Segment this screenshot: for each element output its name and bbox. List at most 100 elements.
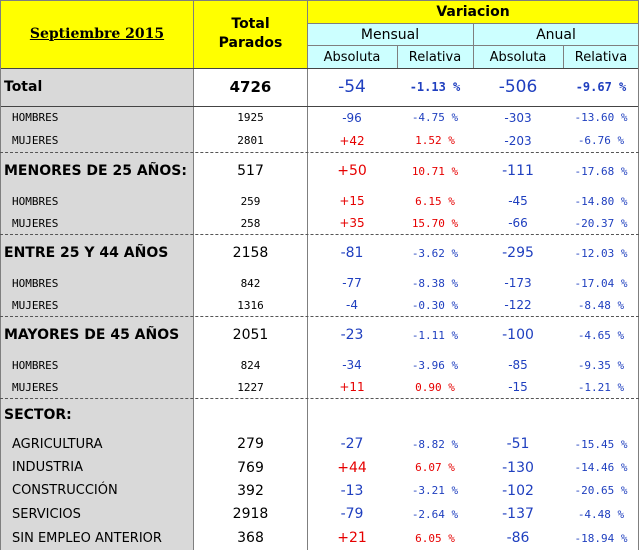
cell-a-rel: -17.04 %	[563, 272, 639, 294]
row-label-text: HOMBRES	[12, 358, 59, 372]
cell-value: -66	[508, 216, 528, 230]
cell-value: 6.05 %	[415, 531, 455, 545]
grid-line	[0, 0, 1, 550]
row-label: HOMBRES	[0, 272, 193, 294]
cell-value: -14.80 %	[574, 194, 628, 208]
row-label: MUJERES	[0, 212, 193, 234]
anual-absoluta-header: Absoluta	[473, 46, 563, 68]
cell-value: -20.65 %	[574, 484, 628, 497]
cell-parados: 769	[194, 456, 307, 479]
row-label: SECTOR:	[0, 398, 193, 432]
cell-value: 2801	[237, 134, 264, 147]
cell-m-abs: -96	[307, 106, 397, 129]
cell-m-rel: 10.71 %	[397, 152, 473, 190]
cell-value: 1.52 %	[415, 134, 455, 147]
cell-parados: 842	[194, 272, 307, 294]
cell-value: -13	[340, 482, 364, 499]
cell-m-rel	[397, 398, 473, 432]
cell-value: -14.46 %	[574, 461, 628, 474]
cell-m-rel: 6.05 %	[397, 526, 473, 550]
cell-value: -2.64 %	[411, 507, 459, 521]
cell-a-rel: -18.94 %	[563, 526, 639, 550]
row-label: MUJERES	[0, 129, 193, 152]
cell-value: 6.07 %	[415, 461, 455, 474]
total-parados-line1: Total	[231, 16, 270, 32]
cell-parados: 2158	[194, 234, 307, 272]
cell-parados: 517	[194, 152, 307, 190]
cell-value: -54	[338, 77, 366, 97]
cell-value: -51	[506, 436, 530, 452]
cell-a-abs: -15	[473, 376, 563, 398]
row-label: HOMBRES	[0, 354, 193, 376]
total-bottom-line	[0, 106, 639, 107]
cell-value: 4726	[229, 78, 272, 96]
cell-m-abs: +44	[307, 456, 397, 479]
group-separator	[0, 234, 639, 235]
cell-m-rel: 0.90 %	[397, 376, 473, 398]
cell-value: 842	[240, 276, 261, 290]
cell-parados: 279	[194, 432, 307, 456]
row-label-text: MAYORES DE 45 AÑOS	[4, 327, 180, 343]
period-label: Septiembre 2015	[29, 26, 165, 42]
cell-m-rel: -3.21 %	[397, 479, 473, 502]
cell-a-abs	[473, 398, 563, 432]
cell-m-rel: -4.75 %	[397, 106, 473, 129]
cell-value: -15.45 %	[574, 437, 628, 451]
row-label: INDUSTRIA	[0, 456, 193, 479]
cell-a-rel: -14.80 %	[563, 190, 639, 212]
row-label-text: AGRICULTURA	[12, 436, 103, 452]
cell-m-rel: 6.15 %	[397, 190, 473, 212]
row-label-text: SIN EMPLEO ANTERIOR	[12, 530, 162, 546]
cell-a-rel: -9.35 %	[563, 354, 639, 376]
cell-m-rel: -8.38 %	[397, 272, 473, 294]
cell-value: -295	[502, 245, 534, 261]
row-label-text: MUJERES	[12, 134, 59, 147]
cell-value: 368	[237, 530, 264, 546]
cell-value: -8.38 %	[411, 276, 459, 290]
mensual-header: Mensual	[307, 24, 473, 46]
cell-value: -85	[508, 358, 528, 372]
cell-a-abs: -51	[473, 432, 563, 456]
cell-value: -4	[346, 298, 358, 312]
cell-value: -12.03 %	[574, 246, 628, 260]
cell-m-abs: -4	[307, 294, 397, 316]
cell-a-rel: -6.76 %	[563, 129, 639, 152]
anual-relativa-header: Relativa	[563, 46, 639, 68]
row-label: Total	[0, 68, 193, 106]
cell-value: -77	[342, 276, 362, 290]
row-label: MENORES DE 25 AÑOS:	[0, 152, 193, 190]
cell-a-abs: -66	[473, 212, 563, 234]
header-bottom-line	[0, 68, 639, 69]
cell-a-abs: -85	[473, 354, 563, 376]
variacion-header: Variacion	[307, 0, 639, 24]
anual-label: Anual	[536, 27, 576, 43]
row-label: MAYORES DE 45 AÑOS	[0, 316, 193, 354]
row-label: AGRICULTURA	[0, 432, 193, 456]
cell-a-abs: -86	[473, 526, 563, 550]
mensual-absoluta-label: Absoluta	[323, 49, 381, 65]
row-label-text: HOMBRES	[12, 276, 59, 290]
grid-line	[307, 45, 639, 46]
cell-a-rel: -9.67 %	[563, 68, 639, 106]
cell-m-rel: -3.96 %	[397, 354, 473, 376]
row-label: MUJERES	[0, 376, 193, 398]
cell-value: 279	[237, 436, 264, 452]
cell-value: -17.04 %	[574, 276, 628, 290]
cell-value: -9.67 %	[575, 80, 627, 94]
cell-value: 258	[240, 216, 261, 230]
mensual-absoluta-header: Absoluta	[307, 46, 397, 68]
cell-a-abs: -137	[473, 502, 563, 526]
cell-value: -137	[502, 506, 534, 522]
row-label-text: SERVICIOS	[12, 506, 81, 522]
cell-value: -13.60 %	[574, 111, 628, 124]
cell-value: -81	[340, 245, 364, 261]
cell-a-abs: -506	[473, 68, 563, 106]
cell-value: 2158	[232, 245, 269, 261]
cell-m-abs: -54	[307, 68, 397, 106]
variacion-label: Variacion	[436, 4, 510, 20]
cell-value: +35	[339, 216, 365, 230]
row-label-text: CONSTRUCCIÓN	[12, 483, 118, 498]
group-separator	[0, 316, 639, 317]
cell-value: -20.37 %	[574, 216, 628, 230]
grid-line	[473, 24, 474, 68]
